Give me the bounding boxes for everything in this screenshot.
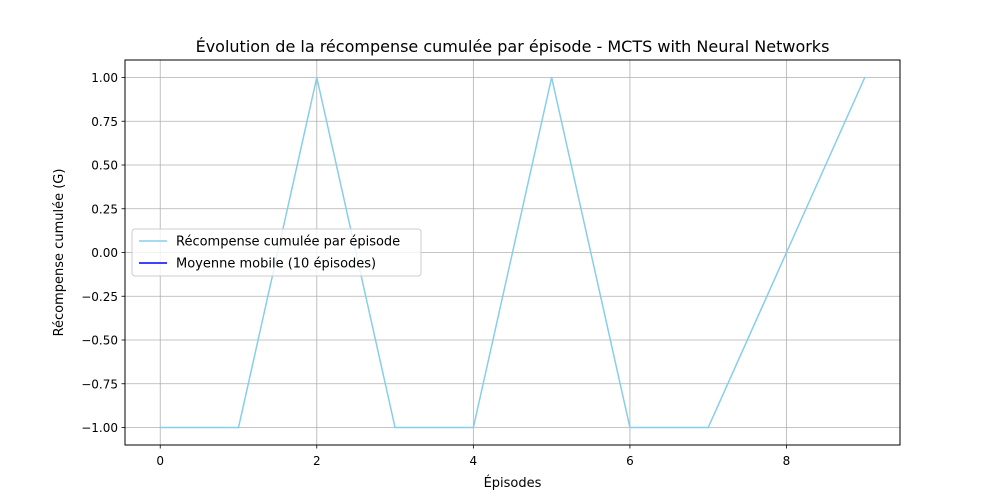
- x-tick-label: 2: [313, 454, 321, 468]
- y-tick-label: −1.00: [81, 421, 118, 435]
- data-point: [785, 251, 788, 254]
- data-point: [629, 426, 631, 429]
- y-tick-label: 0.00: [91, 246, 118, 260]
- ticks: 0 2 4 6 8 −1.00 −0.75 −0.50 −0.25 0.00 0.25 0.50 0.7…: [81, 71, 790, 468]
- data-point: [394, 426, 396, 429]
- y-tick-label: −0.50: [81, 334, 118, 348]
- chart-title: Évolution de la récompense cumulée par é…: [196, 37, 830, 56]
- y-axis-label: Récompense cumulée (G): [52, 169, 67, 337]
- data-point: [707, 426, 709, 429]
- y-tick-label: 0.50: [91, 159, 118, 173]
- x-tick-label: 8: [783, 454, 791, 468]
- x-tick-label: 4: [470, 454, 478, 468]
- x-tick-label: 6: [626, 454, 634, 468]
- data-point: [864, 76, 866, 79]
- y-tick-label: −0.25: [81, 290, 118, 304]
- data-point: [316, 76, 318, 79]
- legend-label: Récompense cumulée par épisode: [176, 235, 400, 250]
- legend-label: Moyenne mobile (10 épisodes): [176, 257, 376, 272]
- data-point: [550, 76, 553, 79]
- y-tick-label: 1.00: [91, 71, 118, 85]
- data-point: [237, 426, 240, 429]
- x-axis-label: Épisodes: [484, 475, 542, 491]
- legend: Récompense cumulée par épisode Moyenne mo…: [131, 228, 422, 277]
- y-tick-label: 0.75: [91, 115, 118, 129]
- y-tick-label: 0.25: [91, 202, 118, 216]
- legend-box: [131, 228, 422, 277]
- x-tick-label: 0: [156, 454, 164, 468]
- data-point: [159, 426, 161, 429]
- data-point: [472, 426, 475, 429]
- y-tick-label: −0.75: [81, 377, 118, 391]
